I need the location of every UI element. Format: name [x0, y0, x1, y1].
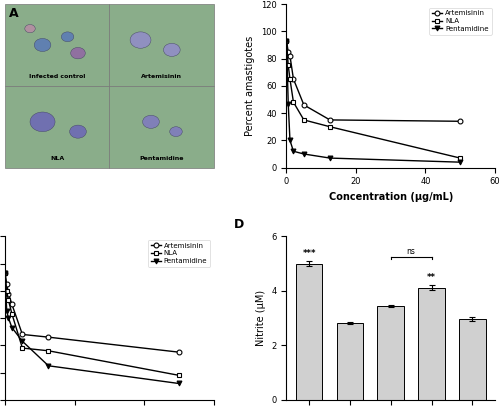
Circle shape: [70, 125, 86, 138]
Line: Artemisinin: Artemisinin: [2, 271, 181, 355]
NLA: [290, 100, 296, 104]
NLA: [301, 118, 307, 122]
Circle shape: [142, 115, 160, 129]
Artemisinin: [284, 38, 290, 43]
Bar: [336, 323, 363, 400]
Circle shape: [34, 38, 51, 51]
Circle shape: [70, 47, 86, 59]
Artemisinin: [6, 291, 12, 296]
Artemisinin: [20, 332, 26, 337]
Artemisinin: [4, 282, 10, 286]
Artemisinin: [2, 271, 8, 275]
Circle shape: [170, 127, 182, 137]
NLA: [327, 124, 333, 129]
Legend: Artemisinin, NLA, Pentamidine: Artemisinin, NLA, Pentamidine: [148, 240, 210, 267]
NLA: [176, 373, 182, 378]
Bar: [5, 4, 110, 86]
Artemisinin: [9, 302, 15, 307]
Text: ns: ns: [406, 247, 416, 256]
Artemisinin: [457, 119, 463, 124]
Pentamidine: [301, 151, 307, 156]
Bar: [418, 288, 445, 400]
Artemisinin: [176, 350, 182, 355]
Line: NLA: NLA: [284, 38, 463, 160]
Circle shape: [25, 24, 35, 33]
Pentamidine: [290, 149, 296, 154]
Pentamidine: [457, 160, 463, 164]
NLA: [20, 346, 26, 350]
Line: Pentamidine: Pentamidine: [284, 38, 463, 164]
Artemisinin: [285, 49, 291, 54]
Bar: [378, 306, 404, 400]
Text: Pentamidine: Pentamidine: [139, 156, 184, 161]
NLA: [284, 38, 290, 43]
Bar: [110, 86, 214, 168]
NLA: [285, 63, 291, 68]
Circle shape: [130, 32, 151, 48]
Y-axis label: Nitrite (µM): Nitrite (µM): [256, 290, 266, 346]
Pentamidine: [4, 309, 10, 314]
NLA: [4, 288, 10, 293]
NLA: [46, 348, 52, 353]
NLA: [287, 77, 293, 82]
Line: Pentamidine: Pentamidine: [2, 271, 181, 386]
Y-axis label: Percent amastigotes: Percent amastigotes: [246, 36, 256, 136]
Legend: Artemisinin, NLA, Pentamidine: Artemisinin, NLA, Pentamidine: [430, 8, 492, 35]
Bar: [5, 86, 110, 168]
Pentamidine: [6, 316, 12, 321]
Text: ***: ***: [302, 249, 316, 258]
Circle shape: [62, 32, 74, 42]
NLA: [9, 312, 15, 317]
Pentamidine: [176, 381, 182, 386]
Pentamidine: [46, 363, 52, 368]
Pentamidine: [284, 38, 290, 43]
X-axis label: Concentration (µg/mL): Concentration (µg/mL): [328, 192, 453, 202]
Artemisinin: [290, 77, 296, 82]
Artemisinin: [287, 53, 293, 58]
Text: D: D: [234, 218, 244, 231]
Text: A: A: [9, 7, 19, 20]
Pentamidine: [9, 325, 15, 330]
Text: Artemisinin: Artemisinin: [141, 74, 182, 79]
Artemisinin: [327, 118, 333, 122]
Text: Infected control: Infected control: [29, 74, 86, 79]
NLA: [2, 271, 8, 275]
NLA: [6, 298, 12, 303]
Line: Artemisinin: Artemisinin: [284, 38, 463, 124]
Circle shape: [30, 112, 55, 132]
Bar: [110, 4, 214, 86]
Bar: [459, 319, 485, 400]
Artemisinin: [46, 335, 52, 339]
Pentamidine: [327, 155, 333, 160]
Text: **: **: [427, 273, 436, 282]
Pentamidine: [2, 271, 8, 275]
Pentamidine: [285, 101, 291, 106]
Artemisinin: [301, 102, 307, 107]
Bar: [296, 264, 322, 400]
Pentamidine: [20, 339, 26, 344]
Circle shape: [164, 43, 180, 56]
Pentamidine: [287, 138, 293, 143]
Line: NLA: NLA: [2, 271, 181, 378]
Text: NLA: NLA: [50, 156, 64, 161]
NLA: [457, 155, 463, 160]
